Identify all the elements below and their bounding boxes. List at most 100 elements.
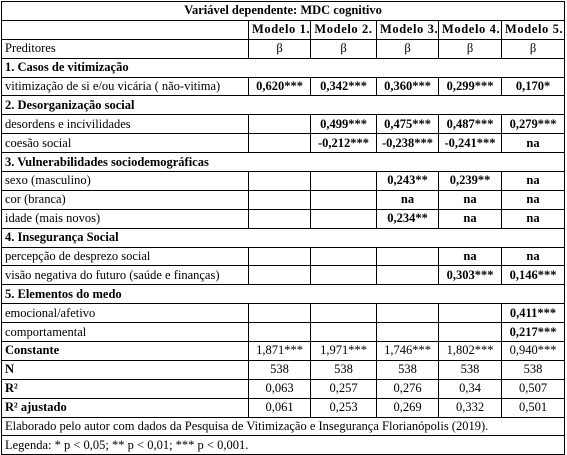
predictor-label: visão negativa do futuro (saúde e finanç…	[1, 265, 249, 286]
model-3-header: Modelo 3.	[376, 19, 439, 40]
statistic-value: 538	[376, 359, 439, 380]
predictor-label: cor (branca)	[1, 189, 249, 210]
predictor-row: cor (branca) na na na	[1, 189, 566, 210]
statistic-value: 1,802***	[438, 341, 502, 361]
statistic-value: 538	[248, 359, 311, 380]
table-title: Variável dependente: MDC cognitivo	[0, 1, 566, 21]
section-heading: 1. Casos de vitimização	[0, 57, 566, 78]
coefficient-cell	[248, 171, 311, 191]
coefficient-cell: 0,217***	[500, 322, 566, 343]
predictor-label: desordens e incivilidades	[1, 114, 249, 135]
coefficient-cell: na	[376, 189, 439, 210]
predictors-row: Preditores β β β β β	[1, 38, 566, 59]
predictor-row: percepção de desprezo social na na	[1, 246, 566, 267]
section-heading-row: 2. Desorganização social	[0, 95, 566, 116]
section-heading-row: 1. Casos de vitimização	[0, 57, 566, 78]
title-row: Variável dependente: MDC cognitivo	[0, 1, 566, 21]
model-2-header: Modelo 2.	[310, 19, 377, 40]
predictor-row: vitimização de si e/ou vicária ( não-vit…	[1, 76, 566, 97]
statistic-value: 538	[500, 359, 566, 380]
statistic-label: R²	[1, 378, 249, 399]
statistic-row: R² 0,063 0,257 0,276 0,34 0,507	[1, 378, 566, 399]
coefficient-cell: 0,170*	[500, 76, 566, 97]
statistic-value: 0,253	[310, 397, 377, 418]
model-4-header: Modelo 4.	[438, 19, 502, 40]
coefficient-cell	[248, 303, 311, 324]
statistic-row: N 538 538 538 538 538	[1, 359, 566, 380]
predictor-row: coesão social -0,212*** -0,238*** -0,241***…	[1, 133, 566, 154]
coefficient-cell: 0,299***	[438, 76, 502, 97]
significance-legend: Legenda: * p < 0,05; ** p < 0,01; *** p …	[0, 435, 566, 455]
legend-row: Legenda: * p < 0,05; ** p < 0,01; *** p …	[0, 435, 566, 455]
coefficient-cell: 0,234**	[376, 208, 439, 229]
coefficient-cell	[310, 246, 377, 267]
coefficient-cell	[248, 189, 311, 210]
coefficient-cell: 0,475***	[376, 114, 439, 135]
section-heading: 3. Vulnerabilidades sociodemográficas	[0, 152, 566, 173]
coefficient-cell: na	[438, 246, 502, 267]
statistic-row: Constante 1,871*** 1,971*** 1,746*** 1,802**…	[1, 341, 566, 361]
coefficient-cell: na	[438, 208, 502, 229]
predictor-row: desordens e incivilidades 0,499*** 0,475**…	[1, 114, 566, 135]
predictor-row: sexo (masculino) 0,243** 0,239** na	[1, 171, 566, 191]
predictor-label: idade (mais novos)	[1, 208, 249, 229]
section-heading-row: 3. Vulnerabilidades sociodemográficas	[0, 152, 566, 173]
statistic-value: 1,746***	[376, 341, 439, 361]
predictor-row: comportamental 0,217***	[1, 322, 566, 343]
beta-header: β	[438, 38, 502, 59]
coefficient-cell: -0,238***	[376, 133, 439, 154]
predictor-row: emocional/afetivo 0,411***	[1, 303, 566, 324]
predictor-label: comportamental	[1, 322, 249, 343]
coefficient-cell: 0,239**	[438, 171, 502, 191]
source-note: Elaborado pelo autor com dados da Pesqui…	[0, 416, 566, 437]
beta-header: β	[376, 38, 439, 59]
coefficient-cell: na	[500, 246, 566, 267]
model-header-row: Modelo 1. Modelo 2. Modelo 3. Modelo 4. …	[1, 19, 566, 40]
coefficient-cell: na	[500, 133, 566, 154]
coefficient-cell	[248, 133, 311, 154]
model-5-header: Modelo 5.	[500, 19, 566, 40]
section-heading-row: 5. Elementos do medo	[0, 284, 566, 305]
coefficient-cell: -0,241***	[438, 133, 502, 154]
coefficient-cell: 0,303***	[438, 265, 502, 286]
section-heading-row: 4. Insegurança Social	[0, 227, 566, 248]
statistic-value: 1,971***	[310, 341, 377, 361]
coefficient-cell: na	[500, 208, 566, 229]
predictors-label: Preditores	[1, 38, 249, 59]
statistic-value: 538	[310, 359, 377, 380]
coefficient-cell	[248, 246, 311, 267]
section-heading: 4. Insegurança Social	[0, 227, 566, 248]
statistic-value: 0,063	[248, 378, 311, 399]
predictor-label: coesão social	[1, 133, 249, 154]
statistic-value: 0,061	[248, 397, 311, 418]
predictor-row: idade (mais novos) 0,234** na na	[1, 208, 566, 229]
model-1-header: Modelo 1.	[248, 19, 311, 40]
predictor-label: percepção de desprezo social	[1, 246, 249, 267]
statistic-value: 0,34	[438, 378, 502, 399]
statistic-value: 538	[438, 359, 502, 380]
predictor-label: emocional/afetivo	[1, 303, 249, 324]
coefficient-cell: 0,146***	[500, 265, 566, 286]
coefficient-cell	[310, 189, 377, 210]
coefficient-cell: -0,212***	[310, 133, 377, 154]
coefficient-cell	[248, 265, 311, 286]
statistic-value: 0,507	[500, 378, 566, 399]
header-blank-cell	[1, 19, 249, 40]
coefficient-cell: 0,499***	[310, 114, 377, 135]
section-heading: 5. Elementos do medo	[0, 284, 566, 305]
statistic-label: N	[1, 359, 249, 380]
coefficient-cell: 0,360***	[376, 76, 439, 97]
coefficient-cell	[310, 208, 377, 229]
coefficient-cell	[310, 265, 377, 286]
coefficient-cell	[248, 322, 311, 343]
coefficient-cell: na	[500, 189, 566, 210]
coefficient-cell: na	[438, 189, 502, 210]
statistic-label: R² ajustado	[1, 397, 249, 418]
coefficient-cell: 0,411***	[500, 303, 566, 324]
coefficient-cell	[248, 114, 311, 135]
statistic-label: Constante	[1, 341, 249, 361]
statistic-value: 0,269	[376, 397, 439, 418]
coefficient-cell: 0,243**	[376, 171, 439, 191]
